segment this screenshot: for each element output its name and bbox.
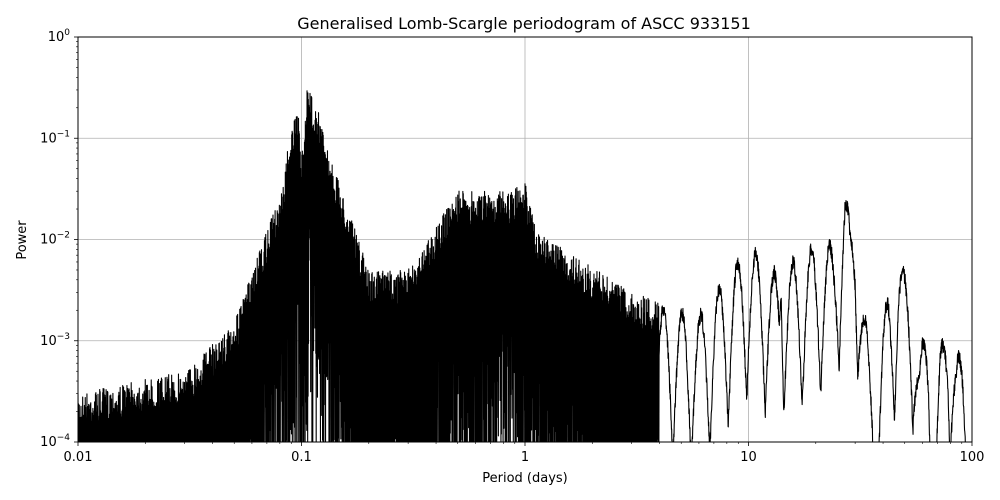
y-tick-label: 10−2 bbox=[40, 231, 70, 248]
x-axis-label: Period (days) bbox=[482, 471, 568, 486]
x-tick-label: 0.01 bbox=[64, 450, 93, 465]
x-tick-label: 0.1 bbox=[291, 450, 312, 465]
x-axis-ticks: 0.01 0.1 1 10 100 bbox=[64, 442, 985, 465]
x-tick-label: 10 bbox=[740, 450, 757, 465]
periodogram-series-line bbox=[78, 90, 966, 442]
y-axis-ticks: 10−4 10−3 10−2 10−1 100 bbox=[40, 28, 78, 450]
series-layer bbox=[78, 90, 966, 442]
y-tick-label: 10−4 bbox=[40, 433, 70, 450]
y-tick-label: 100 bbox=[48, 28, 71, 45]
y-tick-label: 10−1 bbox=[40, 129, 70, 146]
x-tick-label: 100 bbox=[960, 450, 985, 465]
x-tick-label: 1 bbox=[521, 450, 529, 465]
chart-title: Generalised Lomb-Scargle periodogram of … bbox=[297, 14, 751, 33]
y-axis-label: Power bbox=[15, 220, 30, 260]
y-tick-label: 10−3 bbox=[40, 332, 70, 349]
